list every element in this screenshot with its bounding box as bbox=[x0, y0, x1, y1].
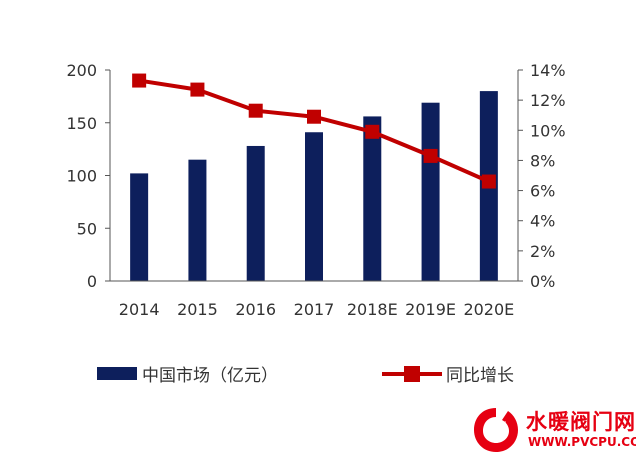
left-tick-label: 50 bbox=[77, 219, 97, 238]
legend-label-line: 同比增长 bbox=[446, 366, 514, 386]
watermark-logo-letter: V bbox=[489, 419, 506, 444]
right-tick-label: 2% bbox=[530, 242, 555, 261]
watermark: V 水暖阀门网 WWW.PVCPU.COM bbox=[470, 402, 636, 459]
left-tick-label: 0 bbox=[87, 272, 97, 291]
growth-marker-2020E bbox=[481, 174, 496, 189]
right-tick-label: 10% bbox=[530, 121, 566, 140]
bar-2016 bbox=[246, 145, 265, 281]
watermark-logo-icon: V bbox=[474, 408, 518, 452]
x-tick-label: 2019E bbox=[405, 300, 456, 319]
x-tick-label: 2020E bbox=[463, 300, 514, 319]
legend-swatch-bar bbox=[97, 367, 137, 380]
right-tick-label: 6% bbox=[530, 182, 555, 201]
right-tick-label: 14% bbox=[530, 61, 566, 80]
ticks-layer: 0 50 100 150 200 0% 2% 4% 6% 8% 10% 12% 14% 2014 2015 2… bbox=[66, 61, 565, 319]
bar-2017 bbox=[305, 132, 323, 281]
right-tick-label: 4% bbox=[530, 212, 555, 231]
legend: 中国市场（亿元） 同比增长 bbox=[97, 366, 514, 386]
left-tick-label: 150 bbox=[66, 114, 97, 133]
left-tick-label: 200 bbox=[66, 61, 97, 80]
growth-marker-2018E bbox=[365, 124, 380, 139]
x-tick-label: 2016 bbox=[235, 300, 276, 319]
x-tick-label: 2015 bbox=[177, 300, 218, 319]
growth-marker-2019E bbox=[423, 148, 438, 163]
right-tick-label: 12% bbox=[530, 91, 566, 110]
bar-2018E bbox=[363, 116, 382, 281]
legend-label-bar: 中国市场（亿元） bbox=[142, 366, 278, 386]
legend-swatch-marker bbox=[404, 366, 420, 382]
x-tick-label: 2017 bbox=[294, 300, 335, 319]
growth-marker-2016 bbox=[248, 103, 263, 118]
right-tick-label: 0% bbox=[530, 272, 555, 291]
bar-2019E bbox=[421, 102, 440, 281]
left-tick-label: 100 bbox=[66, 167, 97, 186]
watermark-url: WWW.PVCPU.COM bbox=[528, 435, 636, 449]
growth-marker-2014 bbox=[132, 73, 147, 88]
growth-marker-2015 bbox=[190, 82, 205, 97]
x-tick-label: 2018E bbox=[347, 300, 398, 319]
x-tick-label: 2014 bbox=[119, 300, 160, 319]
growth-marker-2017 bbox=[307, 109, 321, 124]
bar-2014 bbox=[130, 173, 149, 281]
watermark-title: 水暖阀门网 bbox=[526, 410, 636, 434]
right-tick-label: 8% bbox=[530, 151, 555, 170]
line-layer bbox=[132, 73, 496, 189]
bar-2015 bbox=[188, 159, 207, 281]
